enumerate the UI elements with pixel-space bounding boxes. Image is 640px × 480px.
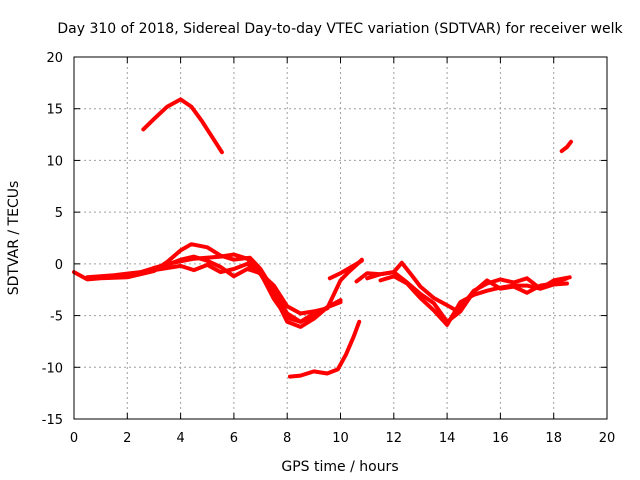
series-arc-5 <box>327 258 364 281</box>
x-tick-label: 10 <box>332 431 349 446</box>
y-axis-label: SDTVAR / TECUs <box>6 181 22 296</box>
x-tick-label: 16 <box>492 431 509 446</box>
y-tick-label: 0 <box>55 258 63 273</box>
y-tick-label: -15 <box>42 413 63 428</box>
series-arc-low <box>287 319 362 379</box>
x-tick-label: 18 <box>545 431 562 446</box>
y-tick-label: 15 <box>46 103 63 118</box>
y-tick-label: -5 <box>50 310 63 325</box>
x-axis-label: GPS time / hours <box>281 459 398 475</box>
x-tick-label: 4 <box>176 431 184 446</box>
series-arc-4 <box>151 254 330 316</box>
series-arc-high <box>141 97 224 155</box>
series-arc-3 <box>125 261 343 329</box>
x-tick-label: 6 <box>230 431 238 446</box>
y-tick-label: 10 <box>46 154 63 169</box>
series-layer <box>72 97 573 379</box>
y-tick-label: -10 <box>42 361 63 376</box>
series-arc-8 <box>378 274 569 327</box>
x-tick-label: 14 <box>439 431 456 446</box>
x-tick-label: 12 <box>386 431 403 446</box>
x-tick-label: 8 <box>283 431 291 446</box>
y-tick-label: 5 <box>55 206 63 221</box>
series-arc-late-high <box>559 139 573 154</box>
tick-layer: 0 2 4 6 8 10 12 14 16 18 20 -15 -10 -5 0 5 10 15 20 <box>42 51 616 446</box>
chart-title: Day 310 of 2018, Sidereal Day-to-day VTE… <box>57 21 623 37</box>
series-arc-7 <box>365 260 572 314</box>
y-tick-label: 20 <box>46 51 63 66</box>
x-tick-label: 0 <box>70 431 78 446</box>
x-tick-label: 2 <box>123 431 131 446</box>
x-tick-label: 20 <box>599 431 616 446</box>
